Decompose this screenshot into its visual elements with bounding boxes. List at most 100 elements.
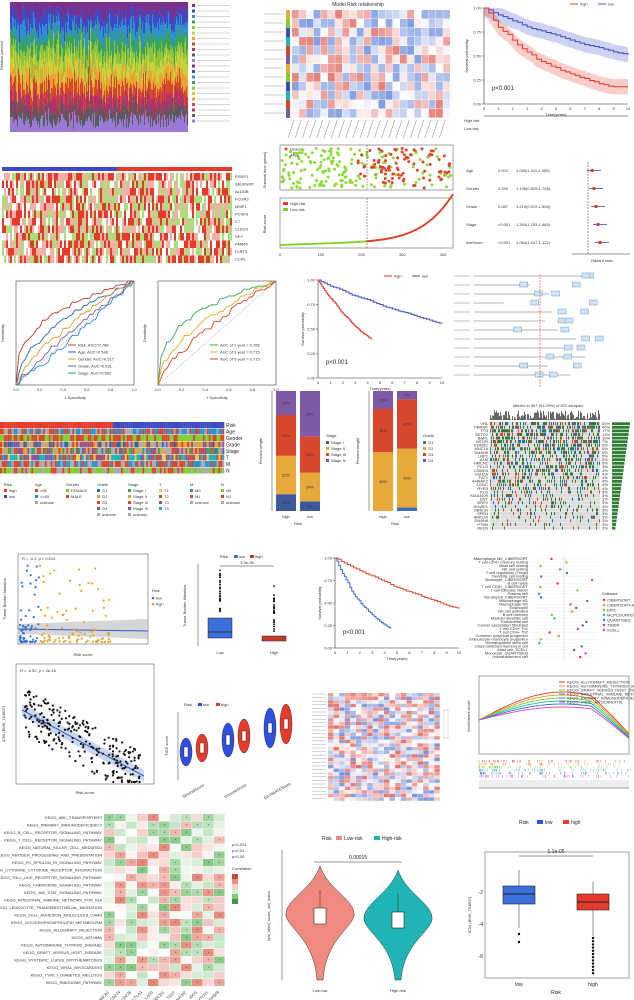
heat-cell bbox=[104, 180, 106, 188]
bar-segment bbox=[122, 119, 124, 132]
risk-table-high: High risk bbox=[464, 118, 480, 123]
bar-segment bbox=[19, 99, 21, 119]
bar-segment bbox=[167, 102, 169, 119]
bar-segment bbox=[168, 12, 170, 31]
bar-segment bbox=[61, 68, 63, 83]
bar-segment bbox=[131, 96, 133, 113]
bar-segment bbox=[167, 93, 169, 103]
clin-cell bbox=[93, 441, 96, 448]
clin-cell bbox=[193, 448, 196, 454]
bar-segment bbox=[79, 100, 81, 111]
bar-segment bbox=[111, 38, 113, 51]
clin-cell bbox=[144, 435, 147, 441]
heat-cell bbox=[146, 203, 148, 211]
bar-segment bbox=[28, 95, 30, 109]
scatter-point bbox=[429, 149, 433, 153]
bar-segment bbox=[143, 73, 145, 92]
bar-segment bbox=[161, 2, 163, 7]
bar-segment bbox=[67, 57, 69, 62]
heat-cell bbox=[178, 255, 180, 263]
bar-segment bbox=[80, 95, 82, 110]
bar-segment bbox=[139, 23, 141, 36]
bar-segment bbox=[167, 13, 169, 28]
bar-segment bbox=[85, 116, 87, 123]
heat-cell bbox=[206, 203, 208, 211]
heat-cell bbox=[16, 248, 18, 256]
bar-segment bbox=[160, 40, 162, 53]
clin-cell bbox=[156, 448, 158, 454]
bar-segment bbox=[43, 2, 45, 12]
bar-segment bbox=[181, 36, 183, 43]
heat-cell bbox=[32, 188, 34, 196]
heat-cell bbox=[150, 240, 152, 248]
y-tick-label: 0.50 bbox=[307, 327, 316, 332]
bar-segment bbox=[70, 58, 72, 68]
bar-segment bbox=[10, 53, 12, 66]
heat-cell bbox=[192, 188, 194, 196]
bar-segment bbox=[121, 107, 123, 123]
bar-segment bbox=[127, 48, 129, 63]
clin-cell bbox=[157, 454, 160, 461]
bar-segment bbox=[111, 54, 113, 63]
bar-segment bbox=[22, 37, 24, 54]
clin-cell bbox=[27, 428, 30, 435]
bar-segment bbox=[73, 97, 75, 105]
clin-cell bbox=[132, 428, 135, 435]
heat-cell bbox=[224, 195, 226, 203]
heat-cell bbox=[14, 255, 16, 263]
clin-cell bbox=[79, 448, 82, 454]
clin-cell bbox=[202, 428, 205, 435]
bar-segment bbox=[46, 91, 48, 105]
heat-cell bbox=[112, 240, 114, 248]
clin-cell bbox=[193, 454, 196, 461]
bar-segment bbox=[95, 21, 97, 34]
clin-cell bbox=[89, 441, 92, 448]
heat-cell bbox=[14, 180, 16, 188]
heat-cell bbox=[190, 240, 192, 248]
bar-segment bbox=[90, 58, 92, 75]
clin-cell bbox=[134, 448, 137, 454]
bar-segment bbox=[51, 125, 53, 132]
clin-cell bbox=[72, 448, 75, 454]
heat-cell bbox=[194, 210, 196, 218]
clin-cell bbox=[118, 422, 121, 428]
bar-segment bbox=[27, 103, 29, 120]
heat-cell bbox=[214, 203, 216, 211]
bar-segment bbox=[142, 21, 144, 40]
clin-cell bbox=[115, 441, 118, 448]
clin-cell bbox=[52, 428, 55, 435]
bar-segment bbox=[138, 125, 140, 132]
clin-cell bbox=[115, 422, 118, 428]
bar-segment bbox=[146, 117, 148, 132]
scatter-point bbox=[439, 169, 443, 173]
heat-cell bbox=[150, 248, 152, 256]
bar-segment bbox=[68, 47, 70, 56]
roc-curve bbox=[157, 280, 277, 386]
heat-cell bbox=[122, 255, 124, 263]
corr-cell bbox=[436, 37, 443, 46]
bar-segment bbox=[145, 23, 147, 38]
heat-cell bbox=[18, 210, 20, 218]
bar-segment bbox=[161, 36, 163, 43]
heat-cell bbox=[62, 255, 64, 263]
heat-cell bbox=[44, 233, 46, 241]
roc-curve bbox=[15, 280, 135, 386]
heat-cell bbox=[186, 188, 188, 196]
scatter-point bbox=[300, 151, 304, 155]
heat-cell bbox=[60, 173, 62, 181]
bar-segment bbox=[92, 100, 94, 115]
scatter-point bbox=[443, 170, 447, 174]
clin-cell bbox=[39, 435, 41, 441]
bar-segment bbox=[51, 75, 53, 88]
scatter-point bbox=[287, 174, 291, 178]
heat-cell bbox=[30, 210, 32, 218]
heat-cell bbox=[134, 248, 136, 256]
corr-cell bbox=[421, 64, 429, 73]
heat-cell bbox=[52, 218, 54, 226]
clin-cell bbox=[97, 441, 100, 448]
bar-segment bbox=[180, 71, 182, 79]
heat-cell bbox=[218, 188, 220, 196]
heat-cell bbox=[198, 255, 200, 263]
heat-cell bbox=[124, 218, 126, 226]
heat-cell bbox=[122, 180, 124, 188]
